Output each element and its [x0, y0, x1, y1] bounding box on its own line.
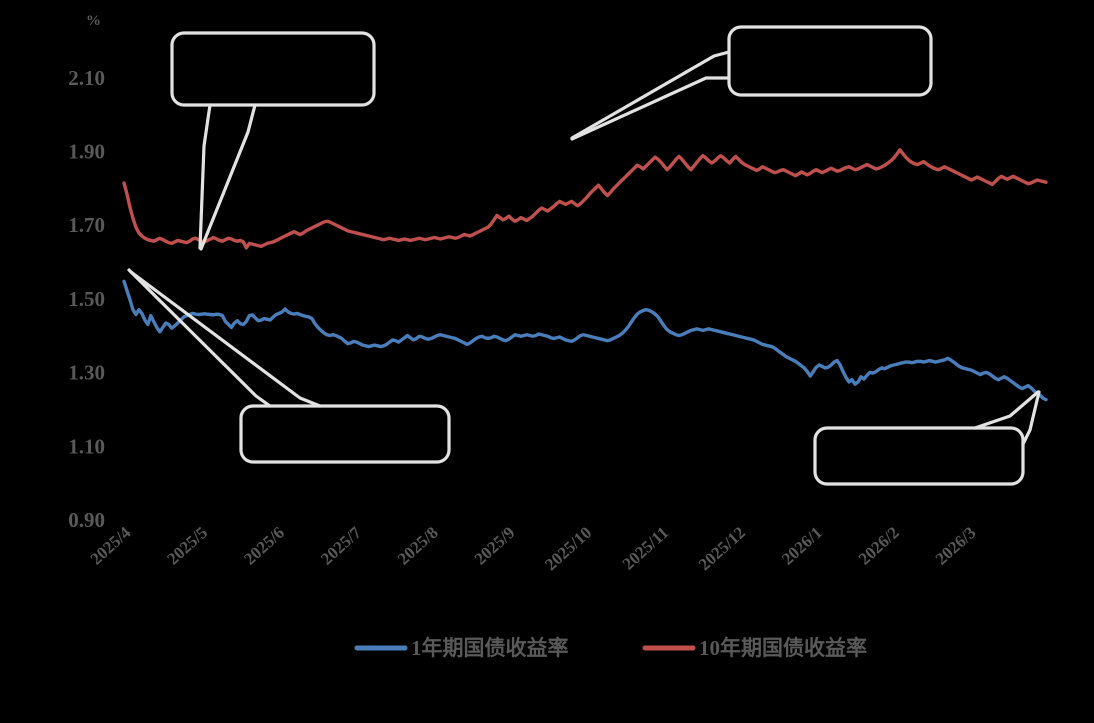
- legend-label: 1年期国债收益率: [411, 636, 569, 660]
- x-axis-tick-label: 2025/5: [163, 523, 211, 569]
- legend-label: 10年期国债收益率: [699, 636, 867, 660]
- y-axis-unit-group: %: [86, 13, 101, 29]
- callout-top-left: [170, 31, 376, 251]
- y-axis-tick-labels: 0.90 1.10 1.30 1.50 1.70 1.90 2.10: [68, 66, 105, 532]
- chart-legend: 1年期国债收益率 10年期国债收益率: [354, 636, 867, 660]
- x-axis-tick-label: 2025/8: [394, 523, 442, 569]
- callout-leader-line: [973, 390, 1040, 430]
- callout-bubble[interactable]: [170, 31, 376, 107]
- x-axis-tick-label: 2025/11: [619, 523, 672, 574]
- series-line-1y: [122, 279, 1048, 402]
- y-axis-tick-label: 1.10: [68, 434, 105, 458]
- callout-leader-line: [570, 50, 731, 140]
- x-axis-tick-label: 2025/10: [541, 523, 595, 574]
- y-axis-tick-label: 1.30: [68, 361, 105, 385]
- callout-leader-line: [1021, 390, 1041, 446]
- callout-top-right: [570, 25, 933, 141]
- y-axis-tick-label: 1.90: [68, 140, 105, 164]
- x-axis-tick-label: 2025/7: [317, 523, 365, 569]
- y-axis-tick-label: 2.10: [68, 66, 105, 90]
- legend-item-1y[interactable]: 1年期国债收益率: [354, 636, 569, 660]
- x-axis-tick-label: 2026/1: [778, 523, 826, 569]
- callout-bottom-right: [813, 390, 1041, 486]
- x-axis-tick-label: 2025/9: [471, 523, 519, 569]
- x-axis-tick-label: 2026/2: [855, 523, 903, 569]
- x-axis-tick-labels: 2025/4 2025/5 2025/6 2025/7 2025/8 2025/9 2025…: [87, 523, 980, 575]
- callout-leader-line: [127, 268, 272, 408]
- callout-leader-line: [198, 103, 212, 250]
- annotation-callouts-group: [127, 25, 1041, 486]
- series-line-10y: [122, 148, 1048, 250]
- callout-leader-line: [570, 76, 731, 141]
- series-lines-group: [122, 148, 1048, 402]
- callout-leader-line: [129, 270, 322, 408]
- callout-bubble[interactable]: [727, 25, 933, 97]
- x-axis-tick-label: 2025/6: [240, 523, 288, 569]
- y-axis-tick-label: 0.90: [68, 508, 105, 532]
- callout-bubble[interactable]: [239, 404, 451, 464]
- x-axis-tick-label: 2026/3: [932, 523, 980, 569]
- legend-item-10y[interactable]: 10年期国债收益率: [642, 636, 867, 660]
- x-axis-tick-label: 2025/12: [695, 523, 749, 574]
- callout-bubble[interactable]: [813, 426, 1025, 486]
- callout-mid-left: [127, 268, 451, 464]
- callout-leader-line: [199, 103, 257, 251]
- y-axis-unit-label: %: [86, 13, 101, 29]
- y-axis-tick-label: 1.50: [68, 287, 105, 311]
- y-axis-tick-label: 1.70: [68, 213, 105, 237]
